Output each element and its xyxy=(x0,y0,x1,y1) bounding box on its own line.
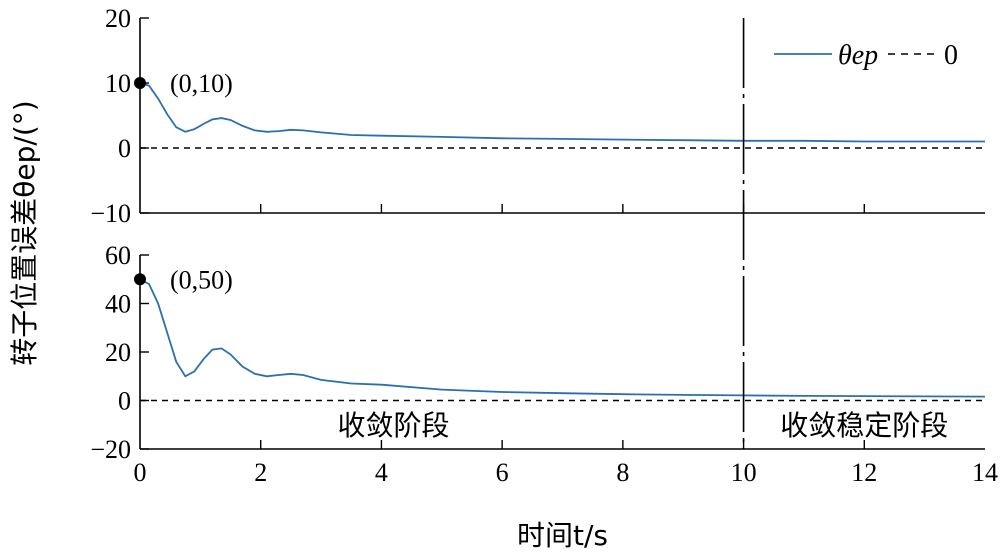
x-tick-label: 10 xyxy=(731,458,757,487)
legend-label-theta-ep: θep xyxy=(838,40,878,71)
theta-ep-series-line xyxy=(139,278,986,398)
lower-panel: 60 40 20 0 −20 (0,50) xyxy=(90,241,986,464)
y-tick-label: 60 xyxy=(105,241,131,270)
y-tick-label: 0 xyxy=(118,134,131,163)
theta-ep-series-line xyxy=(139,82,985,143)
x-tick-label: 6 xyxy=(496,458,509,487)
start-point-marker xyxy=(134,273,146,286)
start-point-marker xyxy=(134,77,146,89)
y-tick-label: 20 xyxy=(105,4,131,33)
y-tick-label: −20 xyxy=(90,435,131,464)
chart-overlay: 0 2 4 6 8 10 12 14 收敛阶段 收敛稳定阶段 θep 0 时间t/s 转子位置误差θep/… xyxy=(8,18,998,552)
y-tick-label: 0 xyxy=(118,387,131,416)
x-tick-label: 4 xyxy=(375,458,388,487)
legend: θep 0 xyxy=(774,40,958,71)
x-tick-label: 8 xyxy=(616,458,629,487)
upper-panel: 20 10 0 −10 (0,10) xyxy=(90,4,985,228)
start-point-label: (0,10) xyxy=(170,69,233,98)
x-tick-label: 2 xyxy=(254,458,267,487)
y-tick-label: 20 xyxy=(105,338,131,367)
x-tick-label: 0 xyxy=(134,458,147,487)
legend-label-zero: 0 xyxy=(944,40,958,71)
start-point-label: (0,50) xyxy=(170,265,233,294)
y-tick-label: 10 xyxy=(105,69,131,98)
x-tick-label: 12 xyxy=(851,458,877,487)
x-axis-title: 时间t/s xyxy=(517,519,608,552)
x-tick-label: 14 xyxy=(972,458,998,487)
y-tick-label: −10 xyxy=(90,199,131,228)
stage-label-convergence: 收敛阶段 xyxy=(337,409,449,442)
y-tick-label: 40 xyxy=(105,290,131,319)
stage-label-stable: 收敛稳定阶段 xyxy=(780,409,948,442)
y-axis-title: 转子位置误差θep/(°) xyxy=(8,100,41,365)
